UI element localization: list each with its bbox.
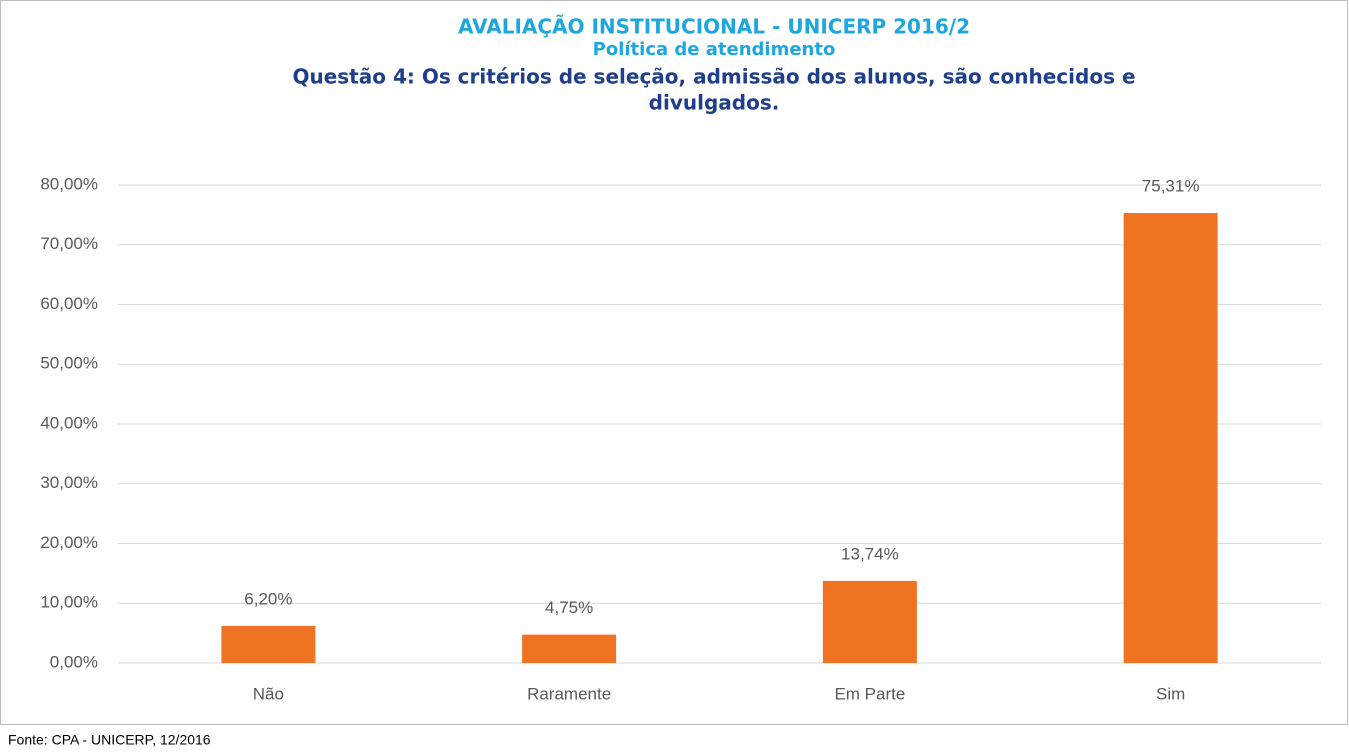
x-tick-label: Não: [253, 684, 284, 703]
chart-border: [0, 0, 1348, 725]
data-label: 75,31%: [1142, 177, 1200, 196]
y-tick-label: 40,00%: [40, 413, 98, 432]
y-tick-label: 60,00%: [40, 294, 98, 313]
y-tick-label: 10,00%: [40, 593, 98, 612]
y-tick-label: 70,00%: [40, 234, 98, 253]
y-tick-label: 50,00%: [40, 354, 98, 373]
y-tick-label: 30,00%: [40, 473, 98, 492]
question: divulgados.: [649, 91, 780, 115]
data-label: 6,20%: [244, 589, 292, 608]
y-tick-label: 80,00%: [40, 174, 98, 193]
bar: [1123, 213, 1218, 663]
bar: [822, 580, 917, 663]
x-tick-label: Sim: [1156, 684, 1185, 703]
y-tick-label: 20,00%: [40, 533, 98, 552]
bar: [522, 634, 617, 663]
x-tick-label: Raramente: [527, 684, 611, 703]
chart-title: AVALIAÇÃO INSTITUCIONAL - UNICERP 2016/2: [458, 15, 970, 39]
question: Questão 4: Os critérios de seleção, admi…: [292, 65, 1135, 89]
bar: [221, 625, 316, 663]
x-tick-label: Em Parte: [834, 684, 905, 703]
data-label: 13,74%: [841, 544, 899, 563]
y-tick-label: 0,00%: [50, 652, 98, 671]
data-label: 4,75%: [545, 598, 593, 617]
chart-subtitle: Política de atendimento: [593, 39, 836, 60]
source: Fonte: CPA - UNICERP, 12/2016: [8, 732, 211, 748]
